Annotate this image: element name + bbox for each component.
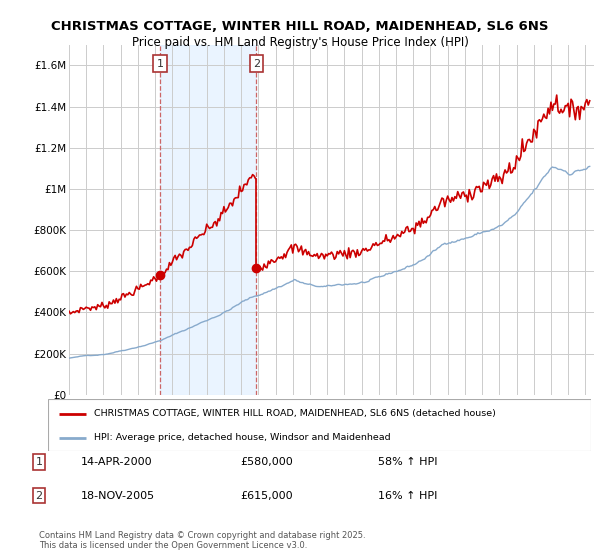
- Text: 14-APR-2000: 14-APR-2000: [81, 457, 152, 467]
- Text: 18-NOV-2005: 18-NOV-2005: [81, 491, 155, 501]
- Text: 58% ↑ HPI: 58% ↑ HPI: [378, 457, 437, 467]
- Text: 2: 2: [253, 59, 260, 69]
- Text: £615,000: £615,000: [240, 491, 293, 501]
- Bar: [160, 45, 256, 395]
- Text: Price paid vs. HM Land Registry's House Price Index (HPI): Price paid vs. HM Land Registry's House …: [131, 36, 469, 49]
- Text: HPI: Average price, detached house, Windsor and Maidenhead: HPI: Average price, detached house, Wind…: [94, 433, 391, 442]
- Text: 1: 1: [35, 457, 43, 467]
- Text: £580,000: £580,000: [240, 457, 293, 467]
- Text: Contains HM Land Registry data © Crown copyright and database right 2025.
This d: Contains HM Land Registry data © Crown c…: [39, 531, 365, 550]
- Text: 2: 2: [35, 491, 43, 501]
- Text: 1: 1: [157, 59, 164, 69]
- Text: CHRISTMAS COTTAGE, WINTER HILL ROAD, MAIDENHEAD, SL6 6NS: CHRISTMAS COTTAGE, WINTER HILL ROAD, MAI…: [51, 20, 549, 32]
- FancyBboxPatch shape: [48, 399, 591, 451]
- Text: 16% ↑ HPI: 16% ↑ HPI: [378, 491, 437, 501]
- Text: CHRISTMAS COTTAGE, WINTER HILL ROAD, MAIDENHEAD, SL6 6NS (detached house): CHRISTMAS COTTAGE, WINTER HILL ROAD, MAI…: [94, 409, 496, 418]
